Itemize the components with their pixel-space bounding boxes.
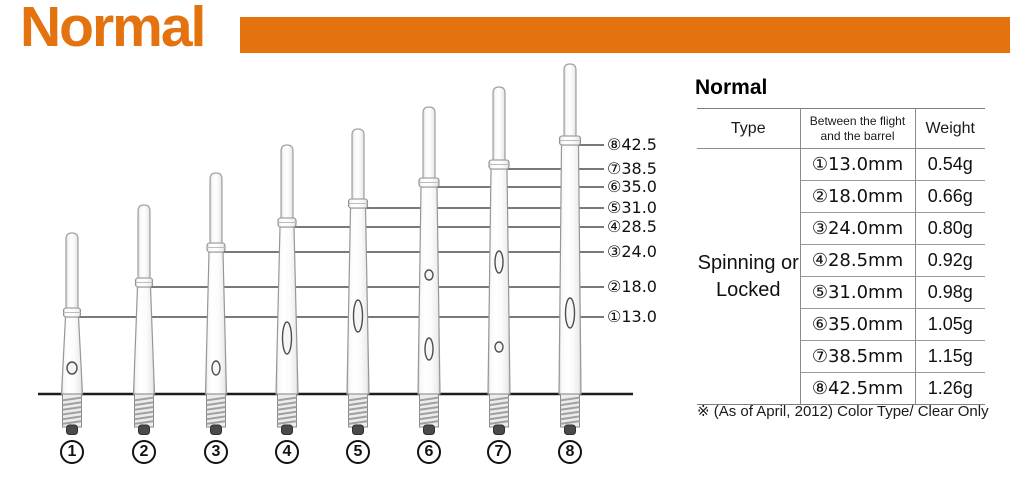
shaft-5 bbox=[346, 128, 370, 435]
weight-cell: 1.05g bbox=[915, 308, 985, 341]
thread-tip-1 bbox=[66, 424, 78, 435]
size-cell: ⑥35.0mm bbox=[800, 308, 916, 341]
shaft-tip-7 bbox=[492, 86, 506, 161]
shaft-tip-3 bbox=[209, 172, 223, 244]
height-label-7: ⑦38.5 bbox=[607, 159, 657, 178]
size-cell: ①13.0mm bbox=[800, 148, 916, 181]
shaft-hole bbox=[424, 337, 434, 361]
height-label-2: ②18.0 bbox=[607, 277, 657, 296]
shaft-hole bbox=[352, 299, 364, 333]
shaft-number-4: 4 bbox=[275, 440, 299, 464]
shaft-body-8 bbox=[558, 144, 582, 395]
shaft-7 bbox=[487, 86, 511, 435]
table-row: ②18.0mm 0.66g bbox=[697, 180, 985, 213]
shaft-hole bbox=[494, 341, 504, 353]
weight-cell: 0.92g bbox=[915, 244, 985, 277]
shaft-hole bbox=[66, 361, 78, 375]
table-row: ⑦38.5mm 1.15g bbox=[697, 340, 985, 373]
spec-table: Type Between the flight and the barrel W… bbox=[697, 108, 985, 405]
shaft-hole bbox=[564, 297, 576, 329]
size-cell: ②18.0mm bbox=[800, 180, 916, 213]
title-bar bbox=[240, 17, 1010, 53]
weight-cell: 0.80g bbox=[915, 212, 985, 245]
height-label-4: ④28.5 bbox=[607, 217, 657, 236]
shaft-hole bbox=[424, 269, 434, 281]
shaft-3 bbox=[204, 172, 228, 435]
shaft-tip-2 bbox=[137, 204, 151, 279]
height-label-6: ⑥35.0 bbox=[607, 177, 657, 196]
size-cell: ③24.0mm bbox=[800, 212, 916, 245]
thread-tip-7 bbox=[493, 424, 505, 435]
shaft-4 bbox=[275, 144, 299, 435]
thread-tip-5 bbox=[352, 424, 364, 435]
table-row: ⑧42.5mm 1.26g bbox=[697, 372, 985, 405]
size-cell: ④28.5mm bbox=[800, 244, 916, 277]
shaft-tip-6 bbox=[422, 106, 436, 179]
shaft-tip-5 bbox=[351, 128, 365, 200]
weight-cell: 1.26g bbox=[915, 372, 985, 405]
footnote: ※ (As of April, 2012) Color Type/ Clear … bbox=[697, 403, 989, 420]
height-label-5: ⑤31.0 bbox=[607, 198, 657, 217]
thread-tip-4 bbox=[281, 424, 293, 435]
spec-table-title: Normal bbox=[695, 76, 768, 99]
shaft-1 bbox=[60, 232, 84, 435]
height-label-3: ③24.0 bbox=[607, 242, 657, 261]
thread-tip-8 bbox=[564, 424, 576, 435]
size-cell: ⑧42.5mm bbox=[800, 372, 916, 405]
weight-cell: 0.66g bbox=[915, 180, 985, 213]
table-row: ③24.0mm 0.80g bbox=[697, 212, 985, 245]
spec-table-header-row: Type Between the flight and the barrel W… bbox=[697, 108, 985, 149]
shaft-number-5: 5 bbox=[346, 440, 370, 464]
shaft-number-6: 6 bbox=[417, 440, 441, 464]
weight-cell: 1.15g bbox=[915, 340, 985, 373]
shaft-number-7: 7 bbox=[487, 440, 511, 464]
column-header-weight: Weight bbox=[915, 108, 985, 149]
shaft-hole bbox=[281, 321, 293, 355]
thread-tip-3 bbox=[210, 424, 222, 435]
table-row: Spinning or Locked ①13.0mm 0.54g bbox=[697, 148, 985, 405]
shaft-6 bbox=[417, 106, 441, 435]
shaft-tip-4 bbox=[280, 144, 294, 219]
page-title: Normal bbox=[20, 0, 206, 59]
shaft-hole bbox=[494, 250, 504, 274]
column-header-type: Type bbox=[697, 108, 801, 149]
table-row: ④28.5mm 0.92g bbox=[697, 244, 985, 277]
shaft-number-2: 2 bbox=[132, 440, 156, 464]
shaft-8 bbox=[558, 63, 582, 435]
shaft-body-1 bbox=[60, 316, 84, 395]
type-value-cell: Spinning or Locked bbox=[697, 148, 801, 405]
table-row: ⑥35.0mm 1.05g bbox=[697, 308, 985, 341]
shaft-body-7 bbox=[487, 168, 511, 395]
size-cell: ⑤31.0mm bbox=[800, 276, 916, 309]
height-label-1: ①13.0 bbox=[607, 307, 657, 326]
shaft-body-4 bbox=[275, 226, 299, 395]
thread-tip-6 bbox=[423, 424, 435, 435]
weight-cell: 0.54g bbox=[927, 154, 973, 174]
shaft-number-1: 1 bbox=[60, 440, 84, 464]
shaft-tip-1 bbox=[65, 232, 79, 309]
shaft-number-8: 8 bbox=[558, 440, 582, 464]
shaft-tip-8 bbox=[563, 63, 577, 137]
thread-tip-2 bbox=[138, 424, 150, 435]
shaft-body-2 bbox=[132, 286, 156, 395]
shaft-2 bbox=[132, 204, 156, 435]
height-label-8: ⑧42.5 bbox=[607, 135, 657, 154]
table-row: ⑤31.0mm 0.98g bbox=[697, 276, 985, 309]
size-cell: ⑦38.5mm bbox=[800, 340, 916, 373]
shaft-hole bbox=[211, 360, 221, 376]
shaft-body-6 bbox=[417, 186, 441, 395]
weight-cell: 0.98g bbox=[915, 276, 985, 309]
shaft-number-3: 3 bbox=[204, 440, 228, 464]
column-header-between: Between the flight and the barrel bbox=[800, 108, 916, 149]
